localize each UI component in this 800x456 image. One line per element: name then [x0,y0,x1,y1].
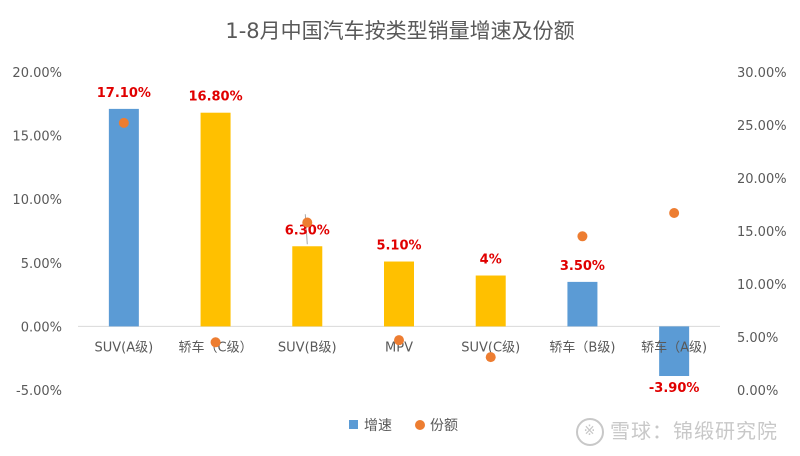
share-point [302,217,313,228]
legend-swatch-share [415,420,425,430]
y-left-tick-label: 0.00% [21,320,62,335]
bar-value-label: 4% [480,253,502,268]
bar [475,275,506,327]
bar-value-label: 17.10% [97,86,151,101]
bar [384,261,414,327]
x-category-label: MPV [385,340,413,355]
x-category-label: 轿车（B级) [549,339,615,355]
y-left-tick-label: 10.00% [12,193,62,208]
share-point [118,117,129,128]
y-right-tick-label: 15.00% [737,225,787,240]
bar-value-label: 5.10% [376,239,421,254]
y-left-tick-label: 20.00% [12,66,62,81]
chart-title: 1-8月中国汽车按类型销量增速及份额 [225,19,574,43]
y-left-tick-label: 15.00% [12,130,62,145]
y-right-tick-label: 0.00% [737,384,778,399]
y-left-tick-label: -5.00% [16,384,62,399]
watermark: ※ 雪球：锦缎研究院 [576,415,778,446]
legend-swatch-growth [349,420,358,429]
bar-value-label: -3.90% [649,381,700,396]
y-right-tick-label: 25.00% [737,119,787,134]
bar [292,246,323,327]
bar [659,326,690,377]
x-category-label: SUV(A级) [95,340,154,355]
bar-value-label: 16.80% [188,90,242,105]
share-point [485,352,496,363]
y-right-tick-label: 10.00% [737,278,787,293]
y-right-tick-label: 20.00% [737,172,787,187]
y-right-tick-label: 30.00% [737,66,787,81]
bar [567,281,598,327]
bar-value-label: 6.30% [285,223,330,238]
y-left-tick-label: 5.00% [21,257,62,272]
share-point [394,335,404,346]
share-point [210,337,221,348]
x-category-label: SUV(B级) [278,340,337,355]
watermark-text: 雪球：锦缎研究院 [610,418,778,443]
share-point [577,231,588,242]
x-category-label: 轿车（A级) [641,339,707,355]
legend-label-share: 份额 [430,418,458,434]
bar-value-label: 3.50% [560,259,605,274]
bar [108,108,139,327]
y-right-tick-label: 5.00% [737,331,778,346]
x-category-label: 轿车（C级） [179,339,253,355]
share-point [669,207,680,218]
snowball-logo-icon: ※ [576,418,604,446]
x-category-label: SUV(C级) [461,340,520,355]
legend-label-growth: 增速 [364,418,392,434]
bar [200,112,231,327]
